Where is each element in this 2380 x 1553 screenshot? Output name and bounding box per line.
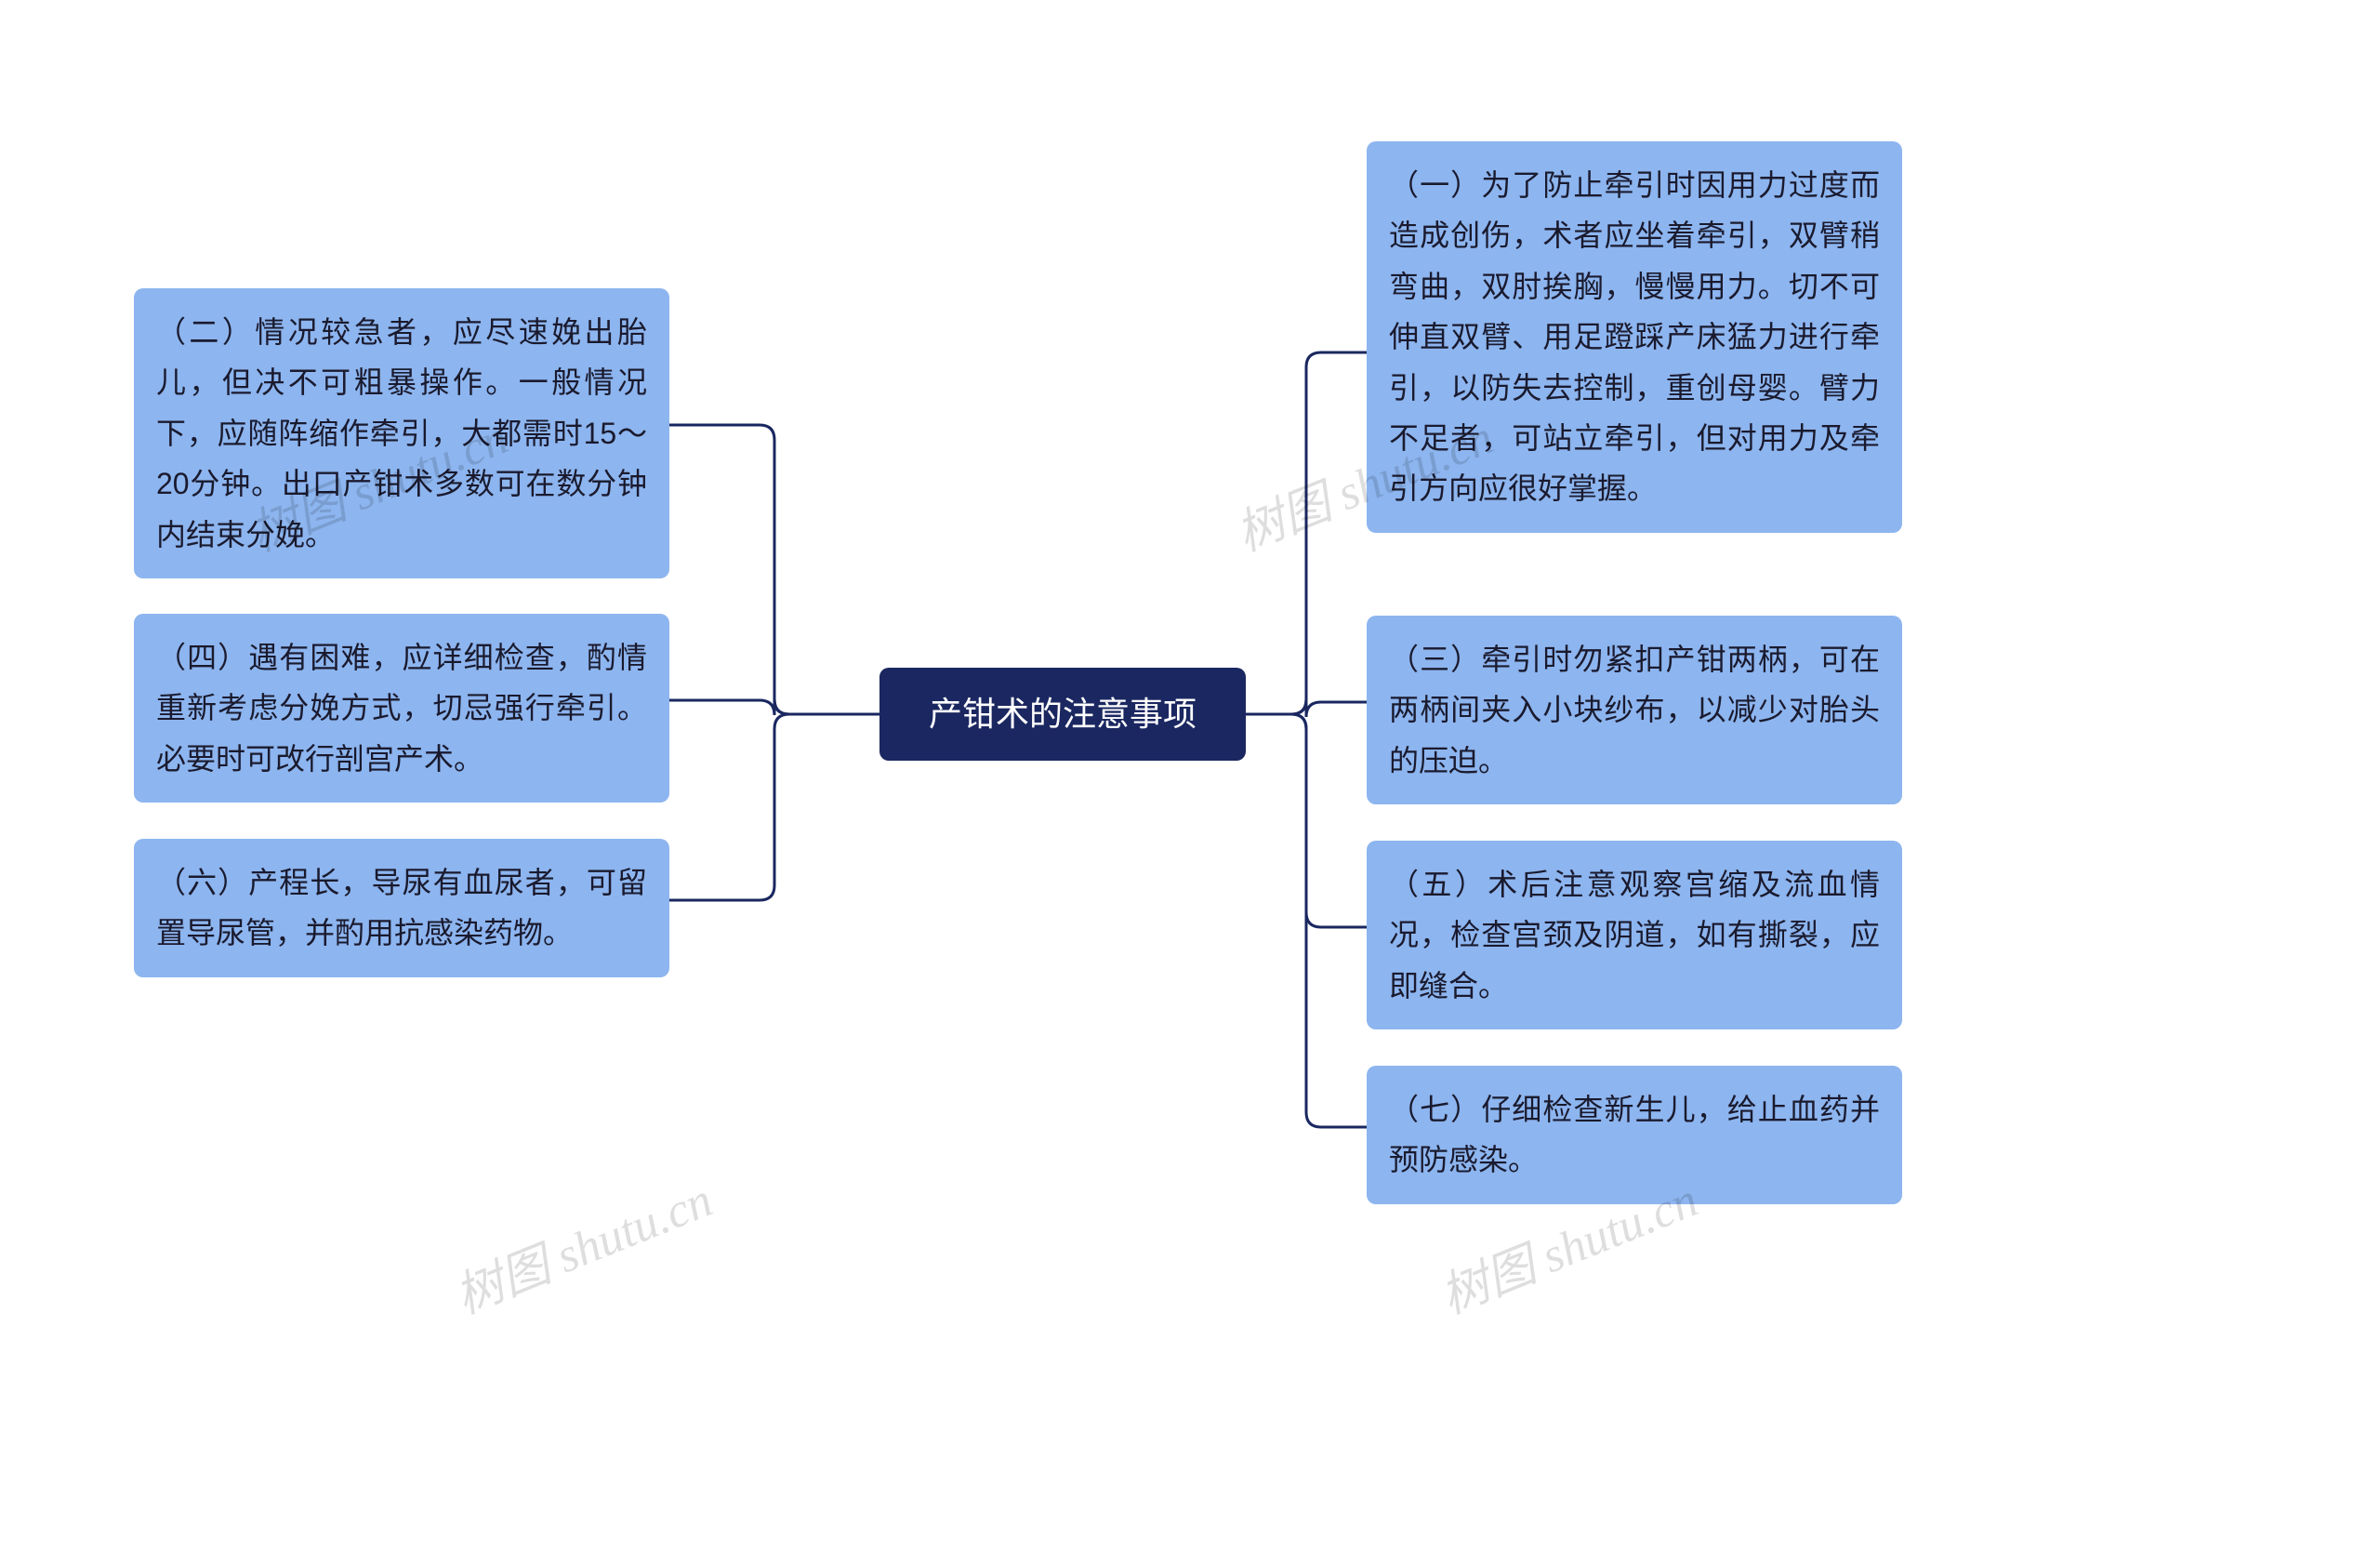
connector-n4 xyxy=(669,699,879,715)
child-node-n6: （六）产程长，导尿有血尿者，可留置导尿管，并酌用抗感染药物。 xyxy=(134,839,669,977)
connector-n3 xyxy=(1246,699,1367,717)
center-node: 产钳术的注意事项 xyxy=(879,668,1246,761)
connector-n2 xyxy=(669,425,879,714)
watermark: 树图 shutu.cn xyxy=(443,1161,721,1327)
connector-n1 xyxy=(1246,352,1367,714)
connector-n7 xyxy=(1246,714,1367,1127)
child-node-n3: （三）牵引时勿紧扣产钳两柄，可在两柄间夹入小块纱布，以减少对胎头的压迫。 xyxy=(1367,616,1902,804)
child-node-n1: （一）为了防止牵引时因用力过度而造成创伤，术者应坐着牵引，双臂稍弯曲，双肘挨胸，… xyxy=(1367,141,1902,533)
child-node-n2: （二）情况较急者，应尽速娩出胎儿，但决不可粗暴操作。一般情况下，应随阵缩作牵引，… xyxy=(134,288,669,578)
connector-n6 xyxy=(669,714,879,900)
child-node-n5: （五）术后注意观察宫缩及流血情况，检查宫颈及阴道，如有撕裂，应即缝合。 xyxy=(1367,841,1902,1029)
child-node-n4: （四）遇有困难，应详细检查，酌情重新考虑分娩方式，切忌强行牵引。必要时可改行剖宫… xyxy=(134,614,669,803)
child-node-n7: （七）仔细检查新生儿，给止血药并预防感染。 xyxy=(1367,1066,1902,1204)
connector-n5 xyxy=(1246,714,1367,927)
